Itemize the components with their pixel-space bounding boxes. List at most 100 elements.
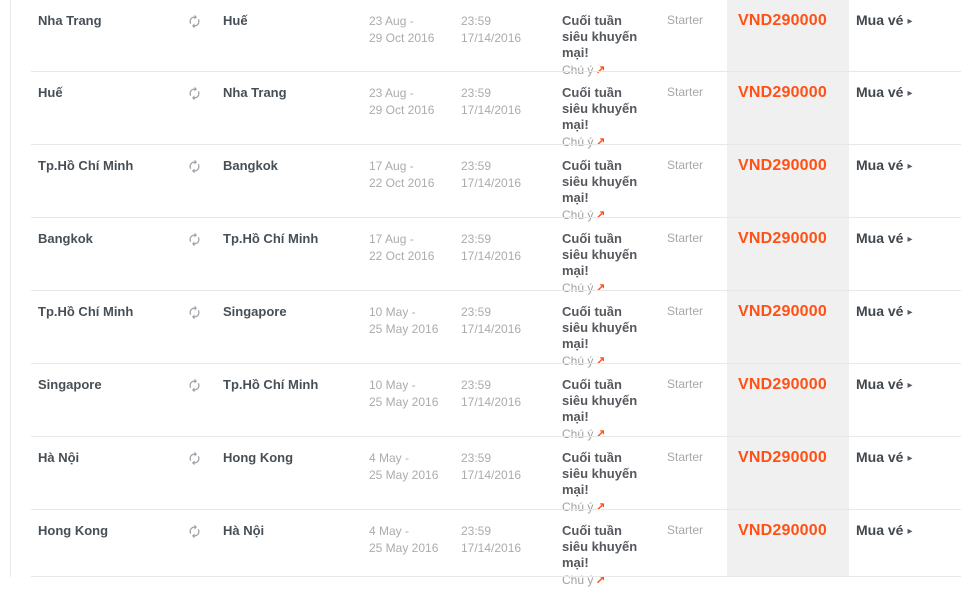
- travel-period-start: 17 Aug -: [369, 232, 414, 246]
- fare-class: Starter: [667, 13, 704, 27]
- external-link-arrow-icon: ↗: [595, 63, 606, 77]
- promo-note-link[interactable]: Chú ý ↗: [562, 354, 605, 368]
- buy-ticket-label: Mua vé: [856, 449, 904, 465]
- sale-deadline-time: 23:59: [461, 159, 492, 173]
- promo-note-link[interactable]: Chú ý ↗: [562, 427, 605, 441]
- external-link-arrow-icon: ↗: [595, 135, 606, 149]
- travel-period-start: 17 Aug -: [369, 159, 414, 173]
- promo-note-link[interactable]: Chú ý ↗: [562, 63, 605, 77]
- buy-ticket-label: Mua vé: [856, 230, 904, 246]
- promo-note-link[interactable]: Chú ý ↗: [562, 500, 605, 514]
- promo-title: Cuối tuần siêu khuyến mại!: [562, 304, 638, 351]
- promo-title: Cuối tuần siêu khuyến mại!: [562, 231, 638, 278]
- promo-title: Cuối tuần siêu khuyến mại!: [562, 523, 638, 570]
- promo-note-label: Chú ý: [562, 354, 594, 368]
- origin-city: Bangkok: [38, 231, 93, 246]
- price: VND290000: [727, 291, 849, 364]
- buy-arrow-icon: ▸: [907, 453, 913, 464]
- sale-deadline: 23:59 17/14/2016: [461, 145, 562, 218]
- travel-period: 17 Aug - 22 Oct 2016: [369, 145, 461, 218]
- price: VND290000: [727, 72, 849, 145]
- external-link-arrow-icon: ↗: [595, 500, 606, 514]
- sale-deadline: 23:59 17/14/2016: [461, 72, 562, 145]
- origin-city: Singapore: [38, 377, 102, 392]
- travel-period-end: 22 Oct 2016: [369, 176, 435, 190]
- travel-period-end: 29 Oct 2016: [369, 103, 435, 117]
- promo-title: Cuối tuần siêu khuyến mại!: [562, 450, 638, 497]
- buy-ticket-button[interactable]: Mua vé ▸: [856, 84, 913, 100]
- price: VND290000: [727, 364, 849, 437]
- external-link-arrow-icon: ↗: [595, 354, 606, 368]
- price: VND290000: [727, 0, 849, 72]
- fare-class: Starter: [667, 304, 704, 318]
- swap-route-icon: [187, 305, 202, 320]
- origin-city: Tp.Hồ Chí Minh: [38, 304, 134, 319]
- fare-table: Nha Trang Huế 23 Aug - 29 Oct 2016 23:59…: [10, 0, 961, 587]
- buy-ticket-button[interactable]: Mua vé ▸: [856, 157, 913, 173]
- buy-arrow-icon: ▸: [907, 161, 913, 172]
- buy-ticket-label: Mua vé: [856, 157, 904, 173]
- promo-cell: Cuối tuần siêu khuyến mại! Chú ý ↗: [562, 364, 667, 441]
- sale-deadline-date: 17/14/2016: [461, 176, 522, 190]
- fare-row: Nha Trang Huế 23 Aug - 29 Oct 2016 23:59…: [11, 0, 961, 77]
- travel-period: 17 Aug - 22 Oct 2016: [369, 218, 461, 291]
- buy-cell: Mua vé ▸: [849, 72, 961, 145]
- buy-ticket-button[interactable]: Mua vé ▸: [856, 522, 913, 538]
- sale-deadline-time: 23:59: [461, 378, 492, 392]
- promo-cell: Cuối tuần siêu khuyến mại! Chú ý ↗: [562, 72, 667, 149]
- destination-city: Bangkok: [223, 158, 278, 173]
- buy-cell: Mua vé ▸: [849, 437, 961, 510]
- promo-note-link[interactable]: Chú ý ↗: [562, 281, 605, 295]
- sale-deadline-date: 17/14/2016: [461, 468, 522, 482]
- travel-period-start: 23 Aug -: [369, 86, 414, 100]
- travel-period-end: 25 May 2016: [369, 395, 439, 409]
- buy-ticket-button[interactable]: Mua vé ▸: [856, 449, 913, 465]
- sale-deadline-time: 23:59: [461, 451, 492, 465]
- travel-period-end: 25 May 2016: [369, 322, 439, 336]
- buy-ticket-label: Mua vé: [856, 303, 904, 319]
- promo-note-label: Chú ý: [562, 135, 594, 149]
- sale-deadline-time: 23:59: [461, 305, 492, 319]
- sale-deadline-time: 23:59: [461, 14, 492, 28]
- external-link-arrow-icon: ↗: [595, 427, 606, 441]
- origin-city: Hà Nội: [38, 450, 80, 465]
- buy-ticket-button[interactable]: Mua vé ▸: [856, 303, 913, 319]
- swap-route-icon: [187, 524, 202, 539]
- sale-deadline-date: 17/14/2016: [461, 249, 522, 263]
- origin-city: Hong Kong: [38, 523, 109, 538]
- sale-deadline-date: 17/14/2016: [461, 103, 522, 117]
- price: VND290000: [727, 218, 849, 291]
- promo-cell: Cuối tuần siêu khuyến mại! Chú ý ↗: [562, 437, 667, 514]
- buy-cell: Mua vé ▸: [849, 218, 961, 291]
- fare-class: Starter: [667, 523, 704, 537]
- fare-row: Hà Nội Hong Kong 4 May - 25 May 2016 23:…: [11, 437, 961, 514]
- price: VND290000: [727, 510, 849, 577]
- swap-cell: [187, 72, 223, 145]
- swap-cell: [187, 364, 223, 437]
- buy-ticket-button[interactable]: Mua vé ▸: [856, 376, 913, 392]
- external-link-arrow-icon: ↗: [595, 281, 606, 295]
- sale-deadline-date: 17/14/2016: [461, 541, 522, 555]
- buy-ticket-button[interactable]: Mua vé ▸: [856, 12, 913, 28]
- promo-title: Cuối tuần siêu khuyến mại!: [562, 377, 638, 424]
- promo-cell: Cuối tuần siêu khuyến mại! Chú ý ↗: [562, 145, 667, 222]
- fare-row: Tp.Hồ Chí Minh Singapore 10 May - 25 May…: [11, 291, 961, 368]
- buy-arrow-icon: ▸: [907, 380, 913, 391]
- swap-route-icon: [187, 159, 202, 174]
- fare-row: Singapore Tp.Hồ Chí Minh 10 May - 25 May…: [11, 364, 961, 441]
- travel-period: 23 Aug - 29 Oct 2016: [369, 0, 461, 72]
- destination-city: Tp.Hồ Chí Minh: [223, 231, 319, 246]
- buy-ticket-button[interactable]: Mua vé ▸: [856, 230, 913, 246]
- swap-route-icon: [187, 86, 202, 101]
- buy-arrow-icon: ▸: [907, 16, 913, 27]
- promo-title: Cuối tuần siêu khuyến mại!: [562, 158, 638, 205]
- travel-period-end: 25 May 2016: [369, 541, 439, 555]
- travel-period: 4 May - 25 May 2016: [369, 510, 461, 577]
- fare-row: Huế Nha Trang 23 Aug - 29 Oct 2016 23:59…: [11, 72, 961, 149]
- swap-cell: [187, 0, 223, 72]
- promo-note-link[interactable]: Chú ý ↗: [562, 208, 605, 222]
- promo-note-link[interactable]: Chú ý ↗: [562, 135, 605, 149]
- buy-ticket-label: Mua vé: [856, 84, 904, 100]
- fare-class: Starter: [667, 85, 704, 99]
- sale-deadline-time: 23:59: [461, 86, 492, 100]
